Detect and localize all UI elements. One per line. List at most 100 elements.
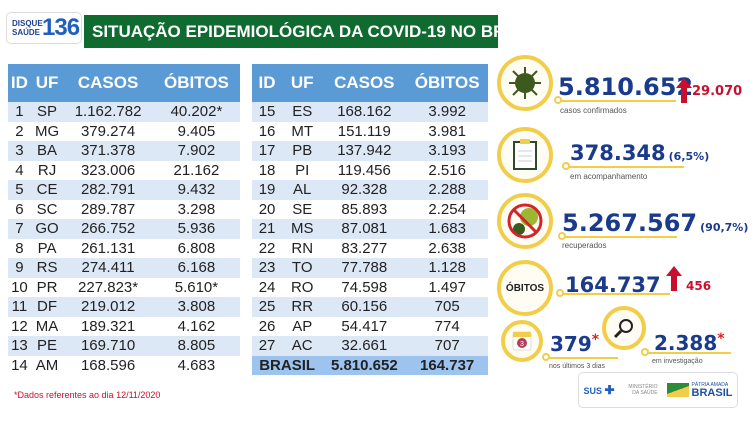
table-cell: SP: [30, 102, 64, 122]
table-cell: 2.516: [428, 161, 466, 179]
table-cell: BA: [30, 141, 64, 161]
table-cell: 323.006: [80, 161, 136, 179]
table-cell: 3.808: [152, 297, 240, 317]
table-cell: 3.298: [177, 200, 216, 218]
table-cell: 22: [258, 239, 276, 257]
magnifier-icon: [602, 306, 646, 350]
table-cell: 9: [8, 258, 31, 278]
table-cell: 266.752: [63, 219, 153, 239]
table-cell: MS: [282, 219, 323, 239]
table-cell: 379.274: [80, 122, 136, 140]
table-cell: 15: [252, 102, 283, 122]
table-row: 15 ES 168.162 3.992: [252, 102, 488, 122]
title-text: SITUAÇÃO EPIDEMIOLÓGICA DA COVID-19 NO B…: [92, 21, 545, 41]
table-cell: 2.288: [406, 180, 488, 200]
confirmed-value: 5.810.652: [558, 73, 694, 101]
table-row: 12 MA 189.321 4.162: [8, 317, 240, 337]
table-cell: CE: [30, 180, 64, 200]
table-cell: 16: [258, 122, 276, 140]
table-cell: 6.808: [177, 239, 216, 257]
calendar-number: 3: [520, 341, 524, 348]
table-cell: 87.081: [322, 219, 407, 239]
table-cell: 19: [252, 180, 283, 200]
table-cell: 60.156: [322, 297, 407, 317]
ministry-logo: MINISTÉRIO DA SAÚDE: [628, 384, 658, 396]
table-cell: 371.378: [63, 141, 153, 161]
table-cell: 119.456: [337, 161, 391, 179]
table-cell: AC: [282, 336, 323, 356]
table-row: 16 MT 151.119 3.981: [252, 122, 488, 142]
table-row: 3 BA 371.378 7.902: [8, 141, 240, 161]
table-row: 10 PR 227.823* 5.610*: [8, 278, 240, 298]
table-cell: 40.202*: [152, 102, 240, 122]
table-cell: 54.417: [341, 317, 388, 335]
government-logos: SUS ✚ MINISTÉRIO DA SAÚDE PÁTRIA AMADA BR…: [578, 372, 738, 408]
table-cell: 2.638: [428, 239, 466, 257]
table-cell: RS: [30, 258, 64, 278]
table-cell: AM: [35, 356, 59, 374]
table-cell: 5.810.652: [322, 355, 407, 375]
deaths-delta: 456: [686, 279, 712, 293]
column-header: ID: [252, 64, 283, 102]
table-cell: 4.162: [177, 317, 216, 335]
table-row: 22 RN 83.277 2.638: [252, 239, 488, 259]
table-cell: 17: [252, 141, 283, 161]
confirmed-delta: 29.070: [692, 84, 743, 99]
table-cell: RJ: [37, 161, 57, 179]
table-row: 21 MS 87.081 1.683: [252, 219, 488, 239]
table-row: 4 RJ 323.006 21.162: [8, 161, 240, 181]
table-cell: 151.119: [337, 122, 391, 140]
table-row: 20 SE 85.893 2.254: [252, 200, 488, 220]
brasil-logo: PÁTRIA AMADA BRASIL: [666, 381, 733, 399]
monitoring-value: 378.348 (6,5%): [570, 141, 710, 165]
table-cell: PB: [282, 141, 323, 161]
table-cell: 168.596: [80, 356, 136, 374]
table-cell: 21: [252, 219, 283, 239]
table-row: 5 CE 282.791 9.432: [8, 180, 240, 200]
table-cell: 274.411: [63, 258, 153, 278]
table-cell: 707: [406, 336, 488, 356]
table-cell: 32.661: [322, 336, 407, 356]
recovered-pct: (90,7%): [700, 221, 749, 234]
column-header: UF: [30, 64, 64, 102]
table-cell: 13: [8, 336, 31, 356]
title-timestamp: (13/11 às 19h00): [550, 27, 612, 36]
calendar-icon: 3: [501, 320, 543, 362]
table-cell: 137.942: [322, 141, 407, 161]
table-cell: 20: [258, 200, 276, 218]
table-cell: PE: [30, 336, 64, 356]
deaths-badge: ÓBITOS: [497, 260, 553, 316]
table-cell: 1.683: [406, 219, 488, 239]
table-row: 17 PB 137.942 3.193: [252, 141, 488, 161]
investigation-value: 2.388*: [654, 331, 725, 355]
table-cell: 21.162: [173, 161, 220, 179]
no-virus-icon: [497, 193, 553, 249]
table-cell: 4: [15, 161, 24, 179]
table-row: 27 AC 32.661 707: [252, 336, 488, 356]
table-row: 7 GO 266.752 5.936: [8, 219, 240, 239]
table-cell: 7.902: [152, 141, 240, 161]
page-title: SITUAÇÃO EPIDEMIOLÓGICA DA COVID-19 NO B…: [84, 15, 611, 48]
table-cell: 8: [15, 239, 24, 257]
table-cell: 26: [258, 317, 276, 335]
table-row: 18 PI 119.456 2.516: [252, 161, 488, 181]
table-cell: RO: [290, 278, 314, 296]
table-cell: SE: [292, 200, 313, 218]
table-cell: PR: [36, 278, 58, 296]
table-cell: 9.432: [152, 180, 240, 200]
table-row: 24 RO 74.598 1.497: [252, 278, 488, 298]
table-cell: 2.254: [428, 200, 466, 218]
total-row: BRASIL 5.810.652 164.737: [252, 355, 488, 375]
table-cell: MG: [34, 122, 60, 140]
states-table-right: ID UF CASOS ÓBITOS 15 ES 168.162 3.992 16 MT 151.1…: [252, 64, 488, 375]
table-cell: 3.981: [428, 122, 466, 140]
table-cell: 227.823*: [78, 278, 139, 296]
table-cell: 289.787: [80, 200, 136, 218]
table-cell: MT: [291, 122, 314, 140]
table-cell: 27: [252, 336, 283, 356]
table-cell: 23: [252, 258, 283, 278]
column-header: CASOS: [63, 64, 153, 102]
table-cell: 5: [8, 180, 31, 200]
table-cell: SC: [36, 200, 58, 218]
table-cell: 7: [8, 219, 31, 239]
